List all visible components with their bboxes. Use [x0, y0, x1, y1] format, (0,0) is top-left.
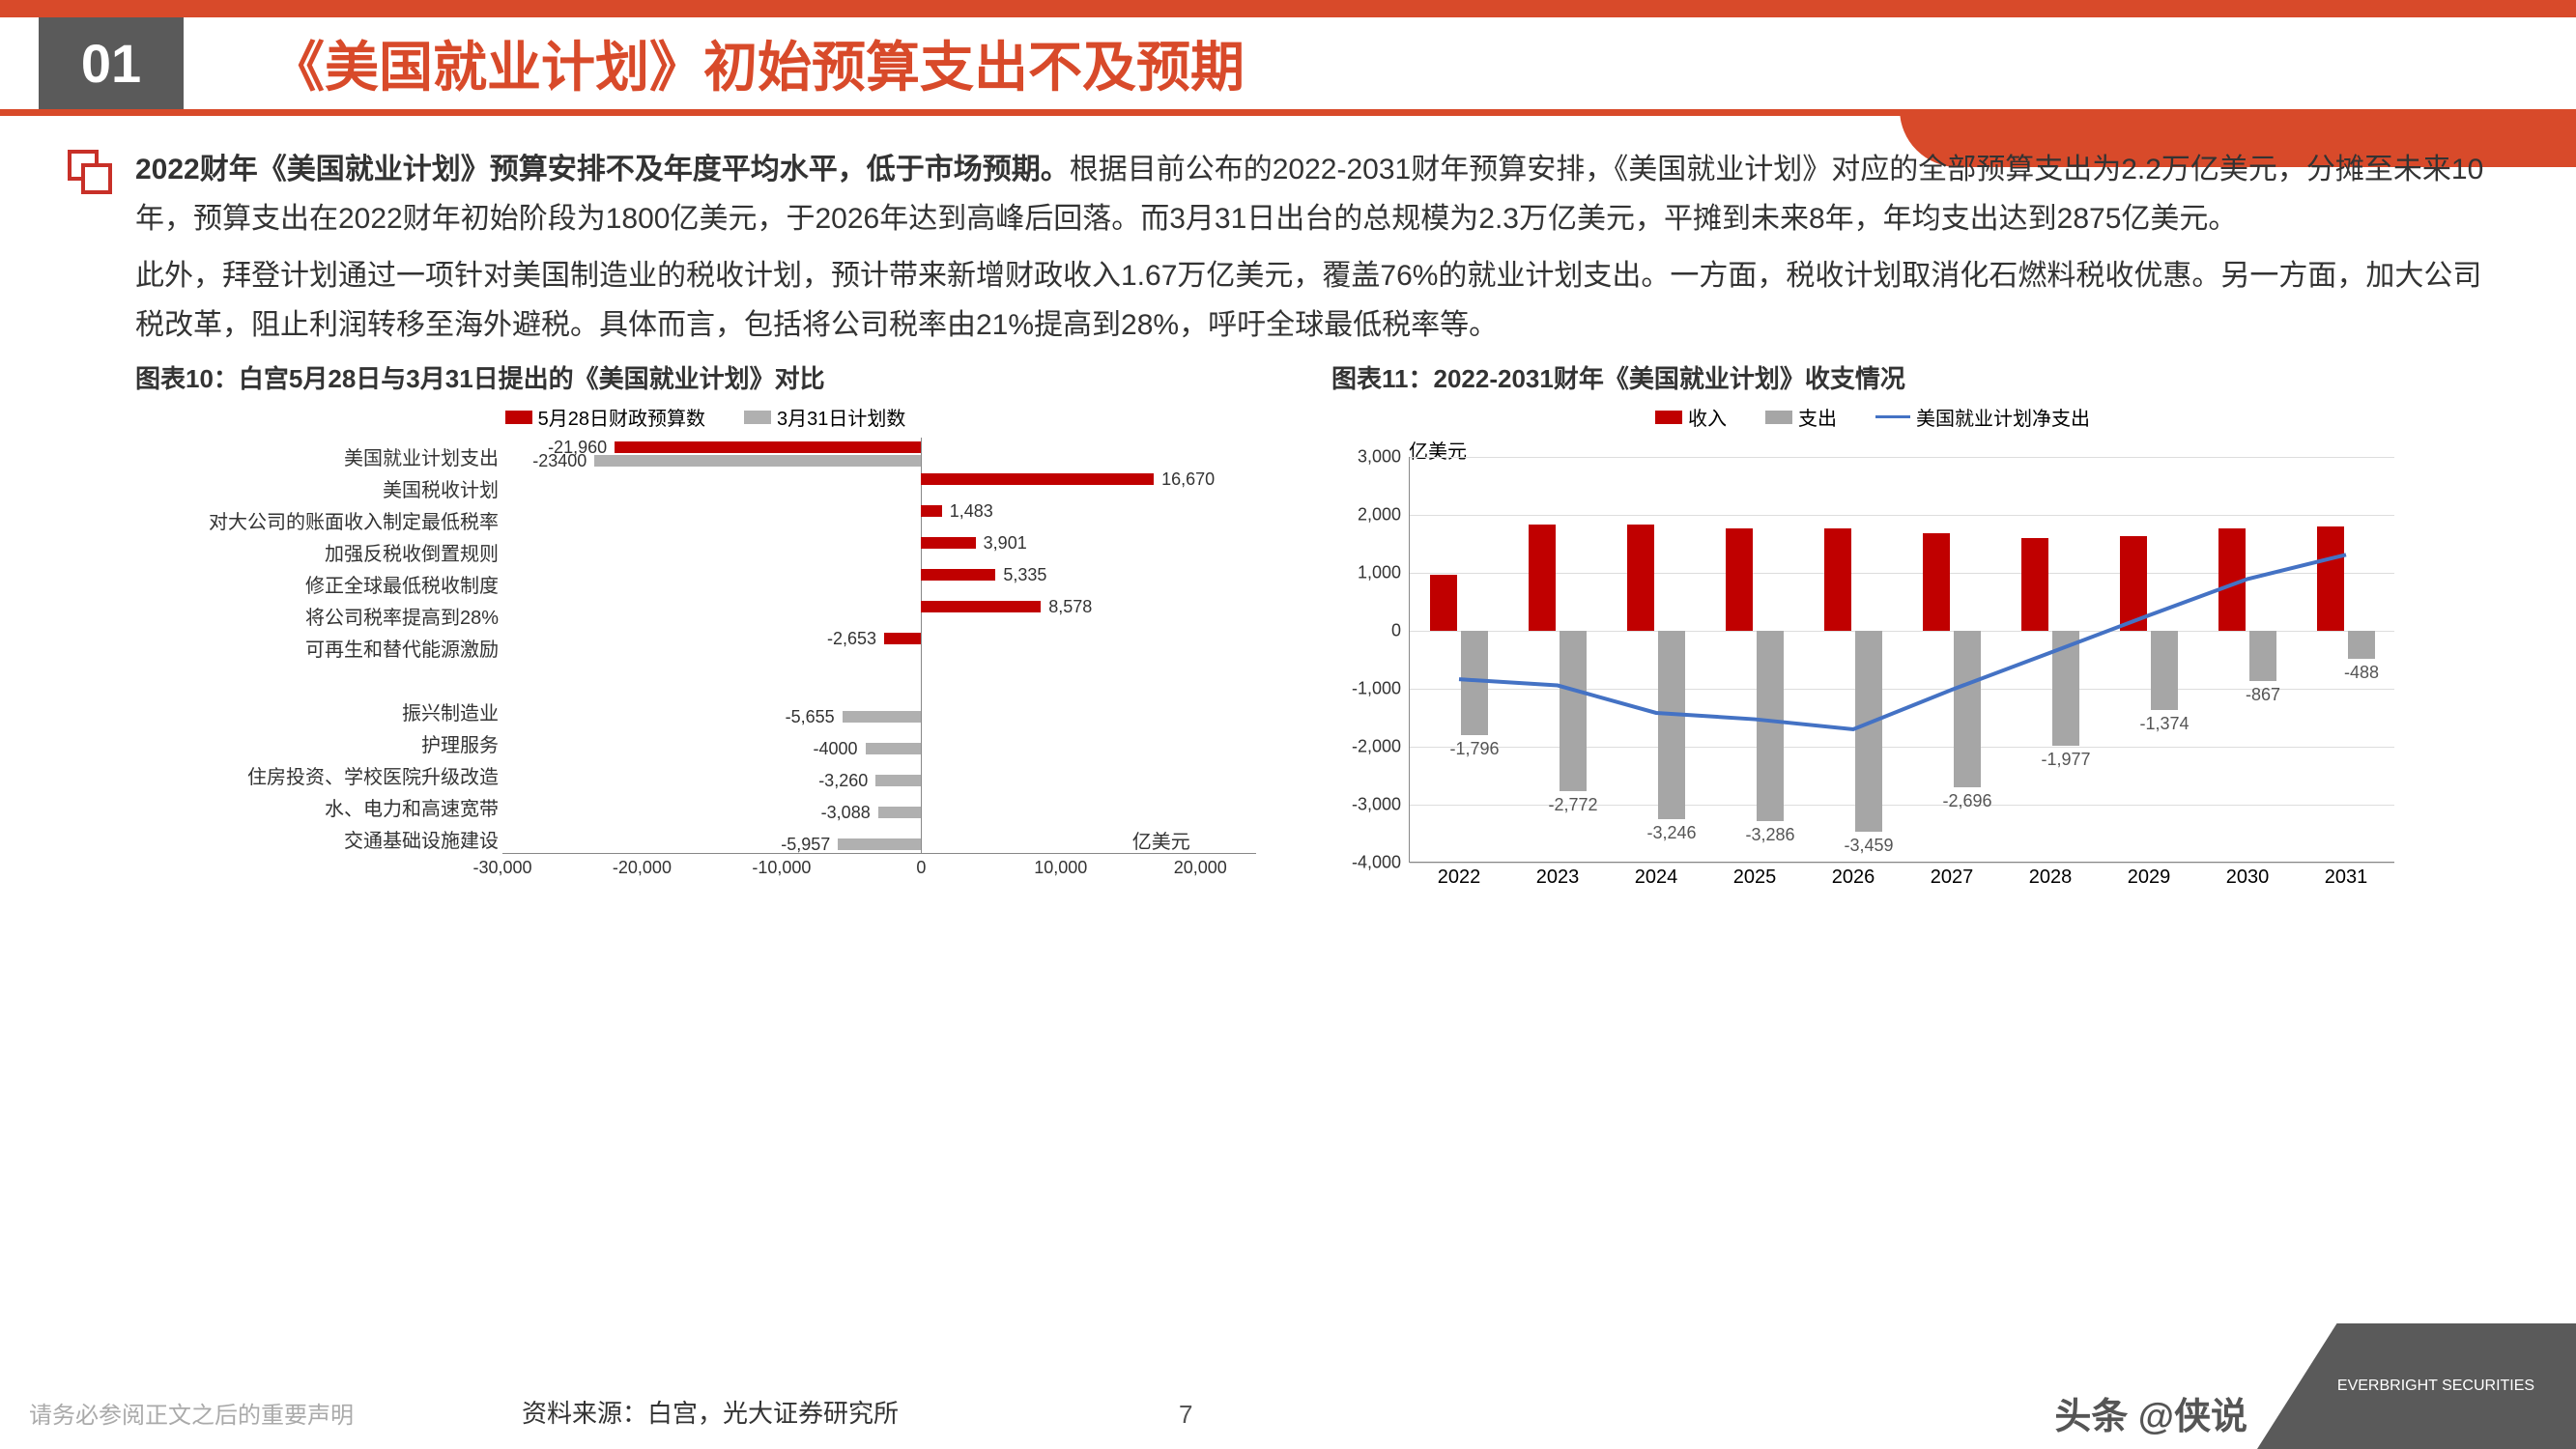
paragraph-2: 此外，拜登计划通过一项针对美国制造业的税收计划，预计带来新增财政收入1.67万亿… — [135, 251, 2499, 350]
x-tick: 2024 — [1635, 867, 1678, 889]
x-tick: 2029 — [2128, 867, 2171, 889]
page-title: 《美国就业计划》初始预算支出不及预期 — [271, 24, 1245, 102]
bar — [866, 743, 922, 754]
x-tick: 2022 — [1438, 867, 1481, 889]
bar-value: 5,335 — [1003, 565, 1046, 585]
x-tick: -30,000 — [472, 858, 531, 878]
top-accent-bar — [0, 0, 2576, 17]
category-label: 水、电力和高速宽带 — [131, 793, 499, 821]
category-label: 修正全球最低税收制度 — [131, 570, 499, 598]
bar-value: 16,670 — [1161, 469, 1215, 490]
bar-value: -4000 — [814, 739, 858, 759]
header: 01 《美国就业计划》初始预算支出不及预期 — [0, 0, 2576, 126]
category-label: 住房投资、学校医院升级改造 — [131, 761, 499, 789]
bar — [921, 601, 1041, 612]
logo-text: EVERBRIGHT SECURITIES — [2337, 1378, 2534, 1395]
bar — [615, 441, 921, 453]
chart-11-body: 收入支出美国就业计划净支出 亿美元 -1,7962022-2,7722023-3… — [1331, 403, 2414, 924]
x-tick: 2028 — [2029, 867, 2073, 889]
bar — [878, 807, 922, 818]
y-label: 2,000 — [1331, 505, 1401, 526]
category-label: 美国就业计划支出 — [131, 442, 499, 470]
footer: 请务必参阅正文之后的重要声明 资料来源：白宫，光大证券研究所 7 头条 @侠说 … — [0, 1372, 2576, 1449]
bar — [594, 455, 921, 467]
chart-11: 图表11：2022-2031财年《美国就业计划》收支情况 收入 支出 美国就业计划净… — [1331, 359, 2499, 924]
legend-item: 美国就业计划净支出 — [1875, 403, 2090, 431]
bullet-icon — [68, 150, 106, 188]
bar — [921, 537, 975, 549]
x-tick: 2026 — [1832, 867, 1875, 889]
bar — [921, 569, 995, 581]
bar — [838, 838, 921, 850]
y-label: 3,000 — [1331, 447, 1401, 468]
x-tick: 2025 — [1733, 867, 1777, 889]
watermark: 头条 @侠说 — [2054, 1386, 2247, 1439]
x-tick: 0 — [916, 858, 926, 878]
charts-row: 图表10：白宫5月28日与3月31日提出的《美国就业计划》对比 5月28日财政预… — [135, 359, 2499, 924]
y-label: -1,000 — [1331, 679, 1401, 699]
category-label: 加强反税收倒置规则 — [131, 538, 499, 566]
bar-value: -2,653 — [827, 629, 876, 649]
chart-11-plot: -1,7962022-2,7722023-3,2462024-3,2862025… — [1409, 457, 2394, 863]
category-label: 交通基础设施建设 — [131, 825, 499, 853]
bar-value: 3,901 — [984, 533, 1027, 554]
disclaimer: 请务必参阅正文之后的重要声明 — [29, 1396, 354, 1430]
para1-bold: 2022财年《美国就业计划》预算安排不及年度平均水平，低于市场预期。 — [135, 154, 1070, 185]
x-tick: 2027 — [1931, 867, 1974, 889]
bar — [921, 473, 1154, 485]
x-tick: 2030 — [2226, 867, 2270, 889]
x-tick: 2031 — [2325, 867, 2368, 889]
bar-value: 8,578 — [1048, 597, 1092, 617]
category-label: 护理服务 — [131, 729, 499, 757]
paragraph-1: 2022财年《美国就业计划》预算安排不及年度平均水平，低于市场预期。根据目前公布… — [135, 145, 2499, 243]
source: 资料来源：白宫，光大证券研究所 — [522, 1394, 899, 1430]
chart-10-legend: 5月28日财政预算数 3月31日计划数 — [135, 403, 1275, 431]
chart-10-unit: 亿美元 — [1132, 826, 1190, 854]
chart-10-body: 5月28日财政预算数3月31日计划数 美国就业计划支出-21,960-23400… — [135, 403, 1275, 924]
x-tick: 20,000 — [1174, 858, 1227, 878]
bar-value: -3,088 — [821, 803, 871, 823]
category-label: 将公司税率提高到28% — [131, 602, 499, 630]
x-tick: 10,000 — [1034, 858, 1087, 878]
bar-value: -5,957 — [781, 835, 830, 855]
bar — [884, 633, 921, 644]
content: 2022财年《美国就业计划》预算安排不及年度平均水平，低于市场预期。根据目前公布… — [0, 126, 2576, 924]
chart-10-title: 图表10：白宫5月28日与3月31日提出的《美国就业计划》对比 — [135, 359, 1302, 395]
x-tick: -10,000 — [752, 858, 811, 878]
y-label: -2,000 — [1331, 737, 1401, 757]
bar-value: 1,483 — [950, 501, 993, 522]
legend-item: 收入 — [1655, 403, 1727, 431]
bar — [843, 711, 922, 723]
y-label: 1,000 — [1331, 563, 1401, 583]
category-label: 振兴制造业 — [131, 697, 499, 725]
category-label: 美国税收计划 — [131, 474, 499, 502]
y-label: -3,000 — [1331, 795, 1401, 815]
page-number: 7 — [1179, 1400, 1192, 1430]
chart-11-legend: 收入 支出 美国就业计划净支出 — [1331, 403, 2414, 431]
chart-11-title: 图表11：2022-2031财年《美国就业计划》收支情况 — [1331, 359, 2499, 395]
net-line — [1410, 457, 2395, 863]
section-number: 01 — [39, 17, 184, 109]
bar-value: -5,655 — [786, 707, 835, 727]
bar-value: -23400 — [532, 451, 587, 471]
legend-item: 5月28日财政预算数 — [505, 403, 705, 431]
y-label: 0 — [1331, 621, 1401, 641]
bar-value: -3,260 — [818, 771, 868, 791]
legend-item: 3月31日计划数 — [744, 403, 905, 431]
category-label: 对大公司的账面收入制定最低税率 — [131, 506, 499, 534]
chart-10: 图表10：白宫5月28日与3月31日提出的《美国就业计划》对比 5月28日财政预… — [135, 359, 1302, 924]
logo-corner: EVERBRIGHT SECURITIES — [2257, 1323, 2576, 1449]
x-tick: -20,000 — [613, 858, 672, 878]
legend-item: 支出 — [1765, 403, 1837, 431]
bar — [921, 505, 941, 517]
bar — [875, 775, 921, 786]
x-tick: 2023 — [1536, 867, 1580, 889]
y-label: -4,000 — [1331, 853, 1401, 873]
category-label: 可再生和替代能源激励 — [131, 634, 499, 662]
